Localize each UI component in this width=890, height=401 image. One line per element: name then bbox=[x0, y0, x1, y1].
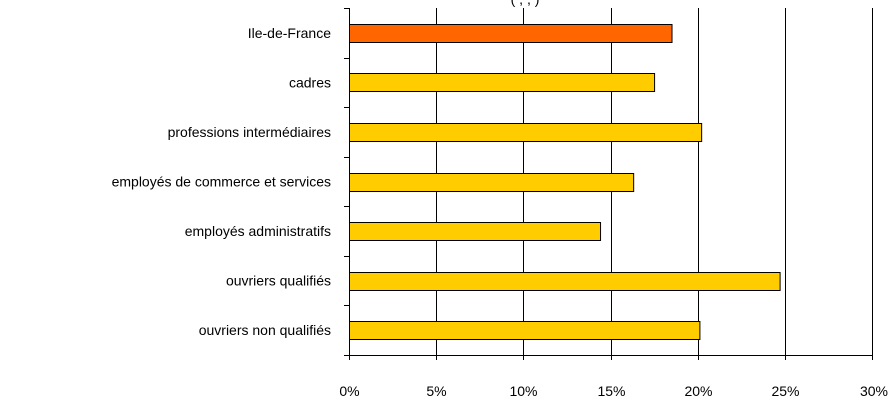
chart-subtitle: ( , , ) bbox=[511, 0, 540, 7]
bar-5 bbox=[349, 272, 781, 291]
category-label-3: employés de commerce et services bbox=[112, 174, 331, 190]
category-label-2: professions intermédiaires bbox=[168, 124, 331, 140]
bar-4 bbox=[349, 222, 602, 241]
category-labels: Ile-de-France cadres professions intermédi… bbox=[112, 25, 332, 338]
bar-2 bbox=[349, 123, 703, 142]
x-tick-label-5: 5% bbox=[426, 383, 446, 399]
x-tick-label-25: 25% bbox=[771, 383, 799, 399]
bar-3 bbox=[349, 173, 635, 192]
category-label-0: Ile-de-France bbox=[248, 25, 331, 41]
x-tick-label-0: 0% bbox=[339, 383, 359, 399]
x-tick-label-20: 20% bbox=[684, 383, 712, 399]
x-tick-label-10: 10% bbox=[509, 383, 537, 399]
x-tick-label-30: 30% bbox=[860, 383, 888, 399]
category-label-5: ouvriers qualifiés bbox=[226, 273, 331, 289]
bar-0 bbox=[349, 24, 673, 43]
bar-6 bbox=[349, 321, 701, 340]
category-label-1: cadres bbox=[289, 74, 331, 90]
category-label-6: ouvriers non qualifiés bbox=[199, 322, 331, 338]
bars bbox=[349, 24, 781, 340]
axes bbox=[344, 8, 873, 360]
bar-1 bbox=[349, 73, 656, 92]
category-label-4: employés administratifs bbox=[185, 223, 331, 239]
x-tick-label-15: 15% bbox=[597, 383, 625, 399]
x-tick-labels: 0% 5% 10% 15% 20% 25% 30% bbox=[339, 383, 888, 399]
